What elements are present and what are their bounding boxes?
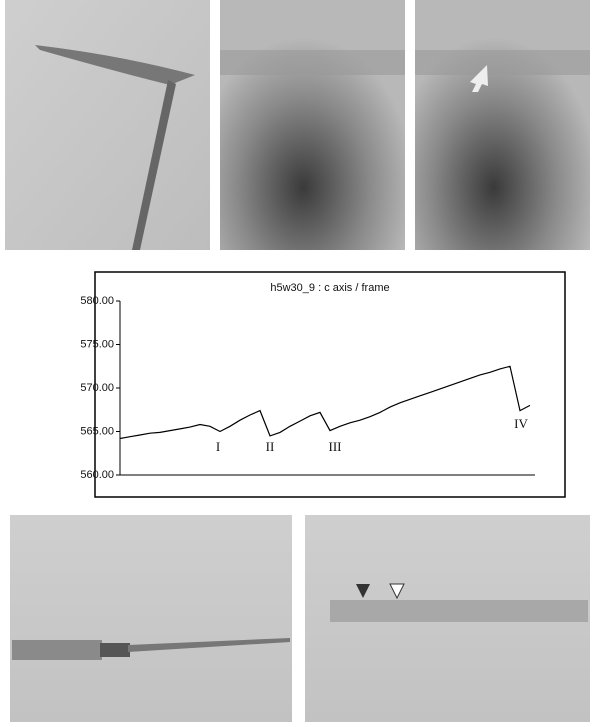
y-tick-label: 580.00 [80, 295, 114, 307]
y-tick-label: 570.00 [80, 382, 114, 394]
annotation: IV [514, 416, 528, 431]
chart-frame [94, 271, 566, 498]
data-line [119, 365, 531, 440]
y-tick-label: 575.00 [80, 338, 114, 350]
cantilever [35, 45, 195, 85]
rod [128, 638, 290, 652]
band [415, 50, 590, 75]
annotation: I [216, 439, 220, 454]
marker-filled [356, 584, 370, 598]
annotation: II [266, 439, 275, 454]
annotation: III [329, 439, 342, 454]
y-tick-label: 560.00 [80, 469, 114, 481]
band [220, 50, 405, 75]
photo [10, 515, 292, 722]
arrow [470, 65, 488, 92]
y-tick-label: 565.00 [80, 425, 114, 437]
holder [12, 640, 102, 660]
photo [415, 0, 590, 250]
rod [132, 80, 176, 250]
marker-open [389, 583, 405, 600]
band [330, 600, 588, 622]
photo [5, 0, 210, 250]
photo [220, 0, 405, 250]
chart-title: h5w30_9 : c axis / frame [270, 282, 389, 294]
clamp [100, 643, 130, 657]
